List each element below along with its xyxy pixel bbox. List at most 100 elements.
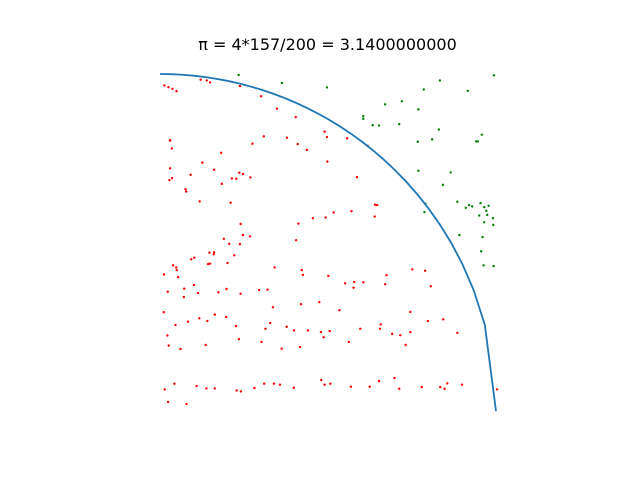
inside-point: [262, 382, 266, 385]
outside-point: [482, 264, 485, 267]
chart-title: π = 4*157/200 = 3.1400000000: [198, 35, 457, 54]
inside-points-group: [162, 78, 499, 406]
inside-point: [205, 387, 208, 390]
inside-point: [345, 137, 349, 140]
inside-point: [206, 319, 209, 323]
inside-point: [199, 78, 202, 81]
inside-point: [239, 292, 242, 295]
inside-point: [318, 300, 321, 304]
inside-point: [292, 386, 295, 389]
inside-point: [305, 148, 309, 152]
inside-point: [338, 309, 341, 312]
inside-point: [238, 171, 241, 174]
inside-point: [238, 84, 242, 88]
inside-point: [251, 142, 254, 145]
inside-point: [275, 107, 279, 110]
inside-point: [294, 238, 298, 242]
inside-point: [409, 330, 412, 334]
inside-point: [162, 273, 166, 276]
inside-point: [198, 317, 201, 320]
inside-point: [362, 281, 365, 284]
outside-points-group: [237, 73, 496, 268]
inside-point: [390, 332, 394, 336]
outside-point: [438, 79, 442, 82]
inside-point: [446, 382, 449, 385]
inside-point: [404, 343, 407, 347]
outside-point: [417, 169, 420, 172]
inside-point: [285, 325, 288, 328]
inside-point: [329, 382, 332, 385]
outside-point: [430, 138, 434, 141]
inside-point: [222, 237, 226, 240]
inside-point: [294, 115, 297, 119]
inside-point: [273, 266, 276, 269]
inside-point: [224, 315, 228, 319]
inside-point: [192, 283, 196, 287]
inside-point: [167, 344, 170, 347]
inside-point: [377, 379, 381, 383]
inside-point: [350, 209, 353, 213]
inside-point: [220, 182, 224, 186]
inside-point: [168, 139, 172, 142]
inside-point: [323, 383, 326, 386]
inside-point: [179, 347, 182, 351]
inside-point: [205, 79, 208, 82]
inside-point: [182, 287, 186, 290]
outside-point: [458, 233, 461, 237]
inside-point: [423, 269, 427, 273]
inside-point: [185, 190, 188, 193]
inside-point: [298, 345, 302, 349]
inside-point: [163, 388, 166, 391]
inside-point: [235, 177, 238, 181]
inside-point: [260, 340, 263, 344]
inside-point: [259, 95, 263, 98]
inside-point: [495, 388, 499, 391]
inside-point: [353, 280, 356, 284]
inside-point: [163, 84, 166, 87]
inside-point: [285, 136, 289, 139]
inside-point: [278, 383, 282, 386]
inside-point: [229, 201, 232, 204]
outside-point: [474, 140, 478, 143]
inside-point: [234, 324, 238, 328]
inside-point: [208, 251, 211, 254]
outside-point: [487, 204, 490, 207]
inside-point: [383, 283, 387, 286]
inside-point: [322, 336, 325, 339]
inside-point: [248, 235, 252, 238]
inside-point: [359, 327, 362, 330]
inside-point: [170, 176, 174, 180]
inside-point: [373, 203, 377, 206]
outside-point: [470, 205, 474, 208]
inside-point: [266, 288, 269, 291]
outside-point: [237, 73, 240, 77]
inside-point: [212, 253, 215, 256]
inside-point: [379, 323, 382, 326]
inside-point: [228, 242, 231, 246]
inside-point: [168, 178, 171, 182]
inside-point: [399, 333, 402, 337]
inside-point: [264, 327, 267, 330]
outside-point: [325, 86, 329, 89]
inside-point: [328, 329, 331, 333]
inside-point: [271, 306, 275, 309]
inside-point: [238, 242, 242, 246]
inside-point: [409, 310, 412, 314]
inside-point: [349, 385, 353, 388]
inside-point: [439, 385, 442, 389]
inside-point: [189, 173, 192, 176]
outside-point: [476, 140, 480, 143]
outside-point: [383, 103, 387, 106]
inside-point: [167, 85, 170, 89]
inside-point: [355, 175, 359, 179]
inside-point: [325, 135, 329, 139]
inside-point: [262, 135, 266, 138]
inside-point: [237, 338, 241, 341]
inside-point: [174, 323, 177, 327]
inside-point: [204, 343, 207, 347]
inside-point: [166, 334, 169, 337]
inside-point: [272, 382, 276, 385]
inside-point: [375, 203, 379, 207]
